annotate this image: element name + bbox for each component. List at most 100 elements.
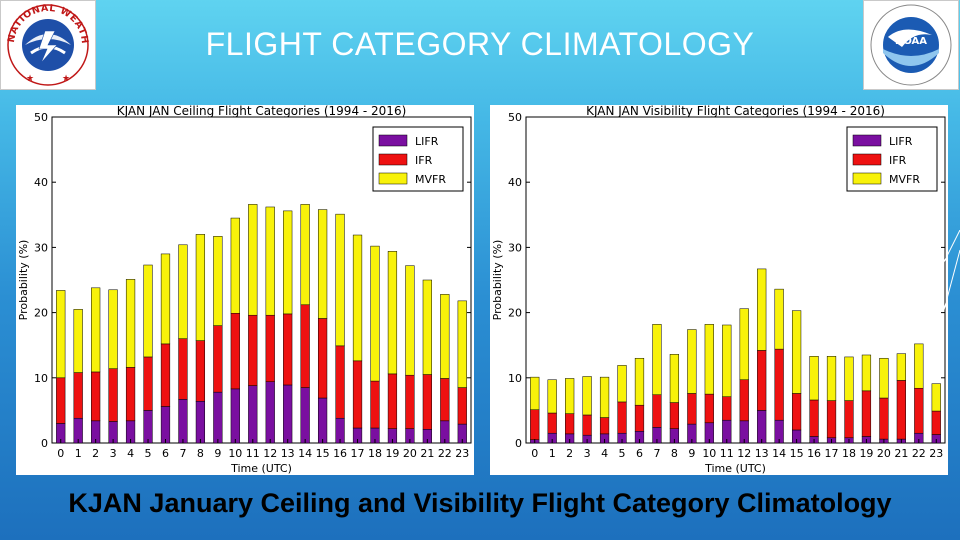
- visibility-legend-swatch-ifr: [852, 153, 882, 166]
- ceiling-bar-lifr-14: [300, 387, 310, 444]
- visibility-bar-mvfr-15: [791, 310, 802, 394]
- visibility-bar-lifr-13: [757, 410, 767, 444]
- visibility-xtick-label: 14: [772, 447, 786, 460]
- visibility-ytick-label: 0: [515, 437, 522, 450]
- ceiling-xtick-label: 17: [351, 447, 365, 460]
- visibility-legend-label-mvfr: MVFR: [889, 173, 920, 186]
- decorative-lines: [940, 230, 960, 311]
- visibility-xtick-label: 18: [842, 447, 856, 460]
- visibility-bar-mvfr-17: [826, 356, 837, 401]
- visibility-bar-ifr-6: [634, 404, 645, 432]
- ceiling-bar-ifr-22: [440, 378, 450, 422]
- visibility-bar-ifr-13: [757, 350, 767, 411]
- visibility-bar-ifr-14: [774, 348, 784, 421]
- ceiling-bar-mvfr-14: [300, 204, 310, 306]
- visibility-xtick-label: 15: [790, 447, 804, 460]
- ceiling-bar-ifr-1: [73, 372, 83, 419]
- visibility-xtick-label: 2: [566, 447, 573, 460]
- visibility-bar-ifr-8: [669, 402, 680, 429]
- ceiling-bar-ifr-19: [387, 373, 398, 429]
- visibility-bar-ifr-20: [879, 397, 889, 440]
- ceiling-xtick-label: 15: [316, 447, 330, 460]
- nws-logo: NATIONAL WEATHER SERVICE ★ ★: [0, 0, 96, 90]
- visibility-xtick-label: 4: [601, 447, 608, 460]
- visibility-legend-label-ifr: IFR: [889, 154, 907, 167]
- ceiling-bar-ifr-6: [160, 343, 171, 407]
- visibility-xtick-label: 16: [807, 447, 821, 460]
- visibility-bar-ifr-9: [687, 393, 697, 425]
- ceiling-xtick-label: 20: [403, 447, 417, 460]
- ceiling-bar-ifr-2: [91, 371, 101, 422]
- noaa-logo: NOAA: [863, 0, 959, 90]
- ceiling-bar-ifr-0: [56, 377, 66, 424]
- ceiling-bar-ifr-12: [265, 314, 275, 382]
- visibility-xtick-label: 1: [549, 447, 556, 460]
- visibility-bar-ifr-15: [791, 393, 802, 431]
- visibility-xtick-label: 7: [653, 447, 660, 460]
- ceiling-bar-ifr-10: [230, 313, 240, 390]
- ceiling-xtick-label: 7: [179, 447, 186, 460]
- ceiling-bar-mvfr-12: [265, 206, 275, 316]
- ceiling-bar-ifr-9: [213, 325, 223, 393]
- ceiling-chart-panel: KJAN JAN Ceiling Flight Categories (1994…: [16, 104, 474, 475]
- ceiling-bar-ifr-3: [108, 368, 118, 422]
- visibility-bar-ifr-2: [565, 413, 575, 435]
- visibility-bar-ifr-3: [582, 414, 592, 436]
- visibility-xtick-label: 6: [636, 447, 643, 460]
- visibility-xtick-label: 10: [702, 447, 716, 460]
- ceiling-bar-ifr-16: [335, 345, 345, 419]
- visibility-bar-mvfr-5: [617, 365, 627, 403]
- ceiling-bar-mvfr-17: [352, 234, 363, 362]
- ceiling-bar-lifr-9: [213, 391, 223, 444]
- ceiling-bar-lifr-13: [283, 384, 293, 444]
- ceiling-ytick-label: 10: [34, 372, 48, 385]
- visibility-xtick-label: 19: [859, 447, 873, 460]
- visibility-bar-mvfr-6: [634, 357, 645, 406]
- visibility-bar-mvfr-10: [704, 324, 714, 395]
- nws-logo-icon: NATIONAL WEATHER SERVICE ★ ★: [0, 0, 90, 86]
- ceiling-xtick-label: 9: [214, 447, 221, 460]
- visibility-bar-mvfr-4: [599, 376, 610, 418]
- visibility-xtick-label: 3: [584, 447, 591, 460]
- ceiling-bar-lifr-7: [178, 399, 188, 444]
- ceiling-chart: KJAN JAN Ceiling Flight Categories (1994…: [17, 104, 472, 475]
- ceiling-bar-ifr-14: [300, 304, 310, 388]
- visibility-xtick-label: 23: [929, 447, 943, 460]
- ceiling-bar-mvfr-9: [213, 236, 223, 326]
- ceiling-bar-mvfr-20: [405, 265, 415, 376]
- ceiling-xtick-label: 6: [162, 447, 169, 460]
- visibility-bar-mvfr-13: [757, 268, 767, 351]
- ceiling-bar-ifr-4: [125, 367, 136, 422]
- ceiling-bar-mvfr-5: [143, 264, 153, 358]
- visibility-bar-mvfr-3: [582, 376, 592, 416]
- ceiling-bar-mvfr-2: [91, 287, 101, 373]
- visibility-bar-ifr-18: [844, 400, 854, 439]
- visibility-bar-mvfr-16: [809, 356, 819, 401]
- visibility-ylabel: Probability (%): [491, 240, 504, 321]
- visibility-xlabel: Time (UTC): [704, 462, 766, 475]
- ceiling-xtick-label: 8: [197, 447, 204, 460]
- ceiling-xtick-label: 10: [228, 447, 242, 460]
- noaa-logo-text: NOAA: [895, 36, 927, 47]
- ceiling-xtick-label: 21: [420, 447, 434, 460]
- slide-caption: KJAN January Ceiling and Visibility Flig…: [68, 488, 892, 518]
- ceiling-bar-ifr-11: [248, 314, 258, 386]
- visibility-bar-mvfr-23: [931, 383, 941, 412]
- ceiling-bar-lifr-15: [317, 397, 328, 444]
- visibility-bar-mvfr-2: [565, 378, 575, 414]
- noaa-logo-icon: NOAA: [870, 4, 952, 86]
- ceiling-xtick-label: 18: [368, 447, 382, 460]
- visibility-bar-ifr-5: [617, 401, 627, 434]
- ceiling-ytick-label: 0: [41, 437, 48, 450]
- visibility-xtick-label: 12: [737, 447, 751, 460]
- svg-text:★: ★: [62, 74, 70, 84]
- visibility-bar-ifr-1: [547, 412, 557, 434]
- ceiling-bar-mvfr-16: [335, 213, 345, 347]
- ceiling-bar-mvfr-3: [108, 289, 118, 369]
- ceiling-xtick-label: 19: [385, 447, 399, 460]
- svg-text:★: ★: [26, 74, 34, 84]
- visibility-bar-ifr-11: [722, 396, 732, 421]
- visibility-xtick-label: 11: [720, 447, 734, 460]
- ceiling-bar-lifr-11: [248, 385, 258, 444]
- ceiling-bar-mvfr-0: [56, 290, 66, 379]
